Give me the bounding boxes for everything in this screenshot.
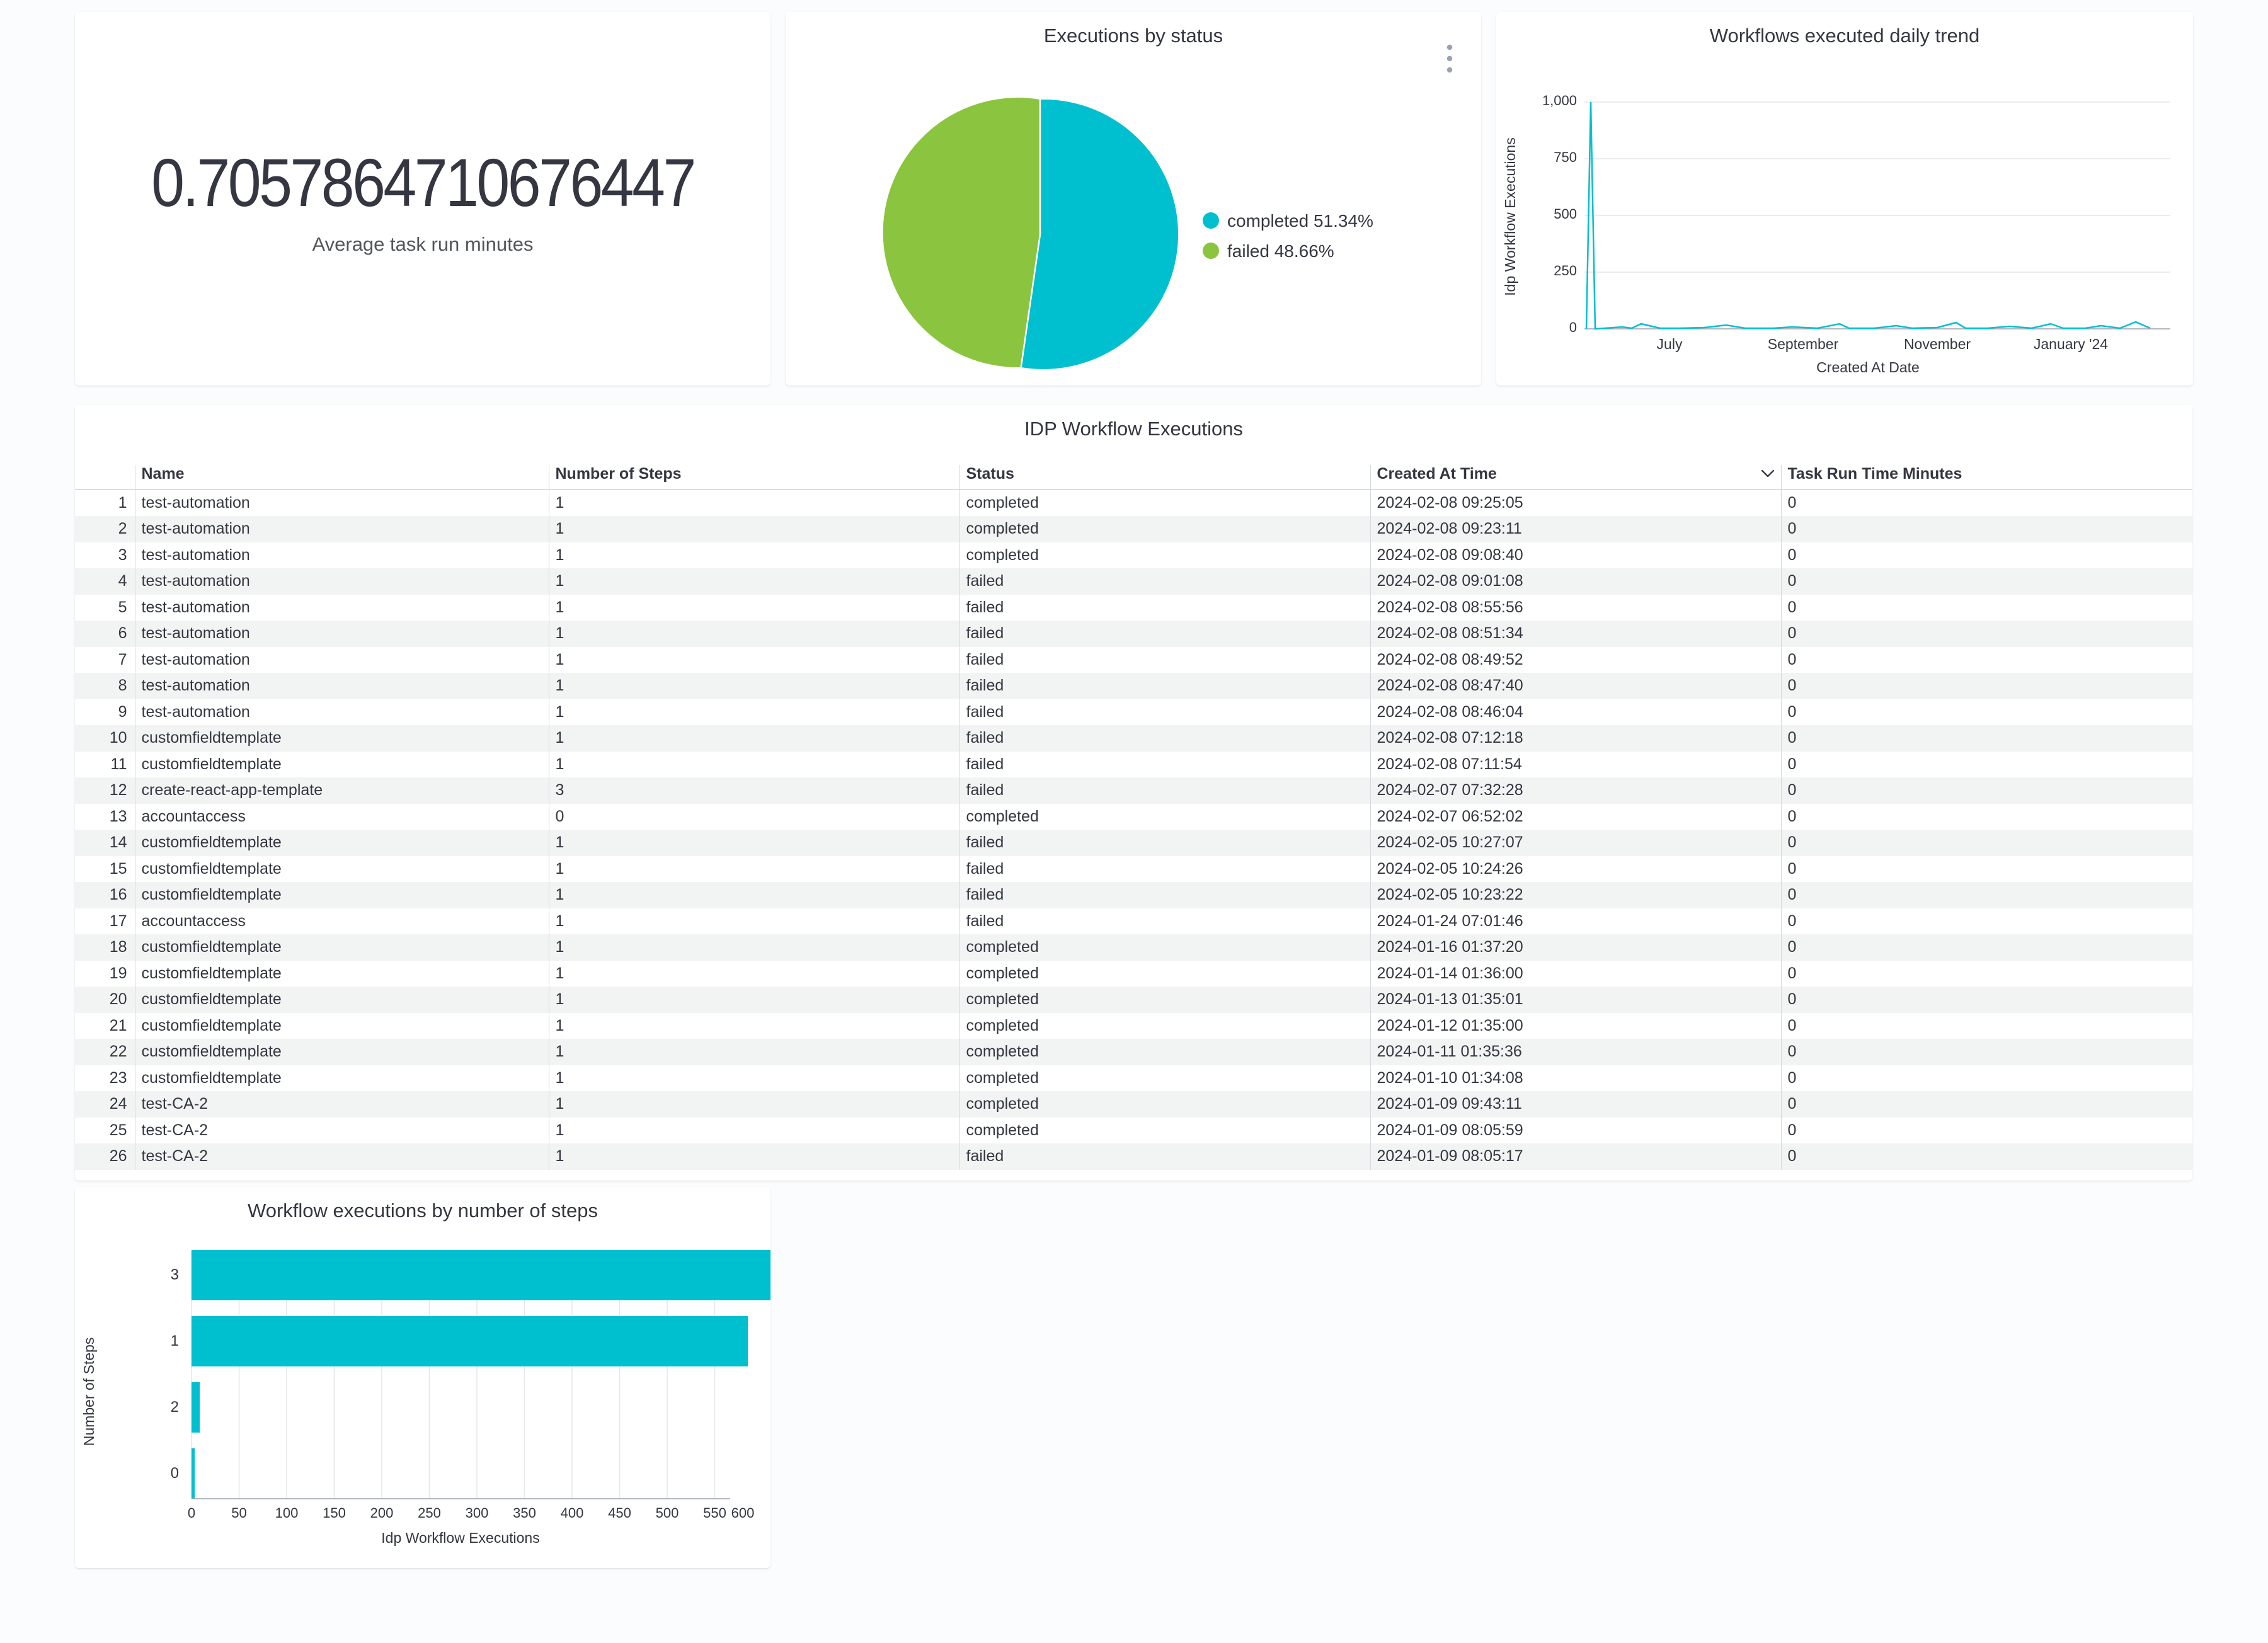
svg-text:completed 51.34%: completed 51.34%: [1227, 211, 1373, 231]
svg-text:July: July: [1657, 336, 1683, 352]
svg-text:50: 50: [231, 1505, 246, 1521]
svg-text:3: 3: [171, 1266, 179, 1283]
svg-text:September: September: [1768, 336, 1839, 352]
svg-text:250: 250: [1554, 263, 1577, 278]
svg-text:Idp Workflow Executions: Idp Workflow Executions: [1502, 137, 1518, 295]
svg-text:100: 100: [275, 1505, 299, 1521]
svg-text:300: 300: [466, 1505, 489, 1521]
svg-text:0: 0: [188, 1505, 195, 1521]
svg-text:Created At Date: Created At Date: [1816, 359, 1920, 374]
svg-text:Number of Steps: Number of Steps: [81, 1337, 97, 1446]
svg-text:500: 500: [656, 1505, 679, 1521]
svg-text:550: 550: [703, 1505, 726, 1521]
svg-text:600: 600: [731, 1505, 755, 1521]
svg-text:350: 350: [513, 1505, 536, 1521]
svg-text:250: 250: [418, 1505, 441, 1521]
svg-text:1: 1: [171, 1332, 179, 1349]
svg-text:0: 0: [1569, 319, 1577, 335]
svg-text:failed 48.66%: failed 48.66%: [1227, 241, 1334, 261]
svg-text:150: 150: [323, 1505, 346, 1521]
svg-text:500: 500: [1554, 206, 1577, 222]
svg-text:450: 450: [608, 1505, 631, 1521]
svg-text:2: 2: [171, 1399, 179, 1416]
svg-text:0: 0: [171, 1465, 179, 1482]
svg-text:Idp Workflow Executions: Idp Workflow Executions: [381, 1530, 539, 1546]
svg-text:1,000: 1,000: [1542, 93, 1577, 108]
svg-text:400: 400: [561, 1505, 584, 1521]
svg-text:750: 750: [1554, 149, 1577, 165]
svg-text:200: 200: [370, 1505, 394, 1521]
svg-text:November: November: [1904, 336, 1971, 352]
svg-text:January '24: January '24: [2034, 336, 2108, 352]
